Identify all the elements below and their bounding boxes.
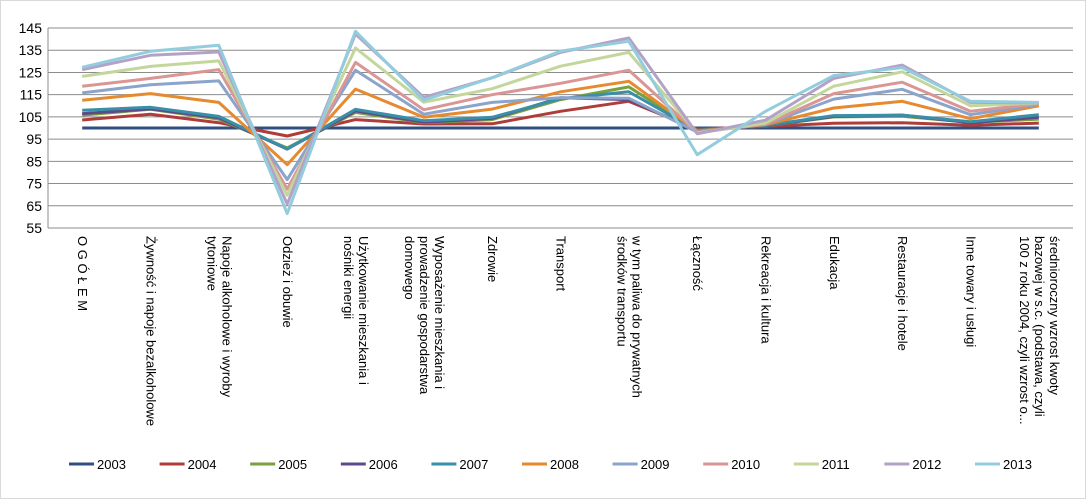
x-category-label-line: Żywność i napoje bezalkoholowe [144, 236, 159, 426]
y-tick-label: 65 [26, 198, 42, 214]
x-category-label-line: Edukacja [827, 236, 842, 290]
y-tick-label: 75 [26, 176, 42, 192]
legend-label: 2010 [731, 457, 760, 472]
x-category-label-line: środków transportu [614, 236, 629, 347]
y-tick-label: 105 [19, 109, 43, 125]
x-category-label: Rekreacja i kultura [759, 236, 774, 344]
x-category-label-line: prowadzenie gospodarstwa [417, 236, 432, 395]
x-category-label-line: Napoje alkoholowe i wyroby [219, 236, 234, 398]
x-category-label-line: Odzież i obuwie [280, 236, 295, 328]
y-tick-label: 135 [19, 42, 43, 58]
y-tick-label: 115 [20, 87, 43, 103]
x-category-label: Transport [554, 236, 569, 292]
x-category-label: Odzież i obuwie [280, 236, 295, 328]
legend-label: 2013 [1003, 457, 1032, 472]
x-category-label-line: Inne towary i usługi [964, 236, 979, 347]
legend-label: 2004 [188, 457, 217, 472]
series-line-2013 [81, 29, 1039, 216]
legend-label: 2007 [459, 457, 488, 472]
x-category-label-line: nośniki energii [341, 236, 356, 319]
x-category-label: Edukacja [827, 236, 842, 290]
x-category-label-line: Zdrowie [485, 236, 500, 282]
x-category-label: Żywność i napoje bezalkoholowe [144, 236, 159, 426]
y-tick-label: 95 [26, 131, 42, 147]
x-category-label-line: bazowej w s.c. (podstawa, czyli [1032, 236, 1047, 417]
legend-label: 2008 [550, 457, 579, 472]
x-category-label-line: w tym paliwa do prywatnych [629, 235, 644, 398]
x-category-label-line: Transport [554, 236, 569, 292]
x-category-label-line: Wyposażenie mieszkania i [432, 236, 447, 389]
y-tick-label: 125 [19, 64, 43, 80]
legend-label: 2005 [278, 457, 307, 472]
series-line-2008 [82, 79, 1040, 167]
x-category-label: Zdrowie [485, 236, 500, 282]
legend-label: 2012 [912, 457, 941, 472]
x-category-label: O G Ó Ł E M [75, 236, 90, 311]
legend-label: 2009 [641, 457, 670, 472]
x-category-label: Restauracje i hotele [895, 236, 910, 351]
x-category-label: Inne towary i usługi [964, 236, 979, 347]
legend-label: 2006 [369, 457, 398, 472]
x-category-label-line: O G Ó Ł E M [75, 236, 90, 311]
x-category-label-line: Łączność [690, 236, 705, 291]
x-category-label-line: Rekreacja i kultura [759, 236, 774, 344]
y-tick-label: 55 [26, 220, 42, 236]
y-tick-label: 85 [26, 153, 42, 169]
x-category-label-line: średnioroczny wzrost kwoty [1047, 236, 1062, 395]
legend-label: 2011 [822, 457, 850, 472]
x-category-label-line: domowego [402, 236, 417, 300]
x-category-label-line: 100 z roku 2004, czyli wzrost o... [1017, 236, 1032, 425]
x-category-label-line: tytoniowe [204, 236, 219, 291]
x-category-label-line: Użytkowanie mieszkania i [356, 236, 371, 385]
series-line-2009 [82, 68, 1040, 182]
legend-label: 2003 [97, 457, 126, 472]
x-category-label-line: Restauracje i hotele [895, 236, 910, 351]
series-line-2010 [82, 60, 1039, 191]
x-category-label: Łączność [690, 236, 705, 291]
y-tick-label: 145 [19, 20, 43, 36]
